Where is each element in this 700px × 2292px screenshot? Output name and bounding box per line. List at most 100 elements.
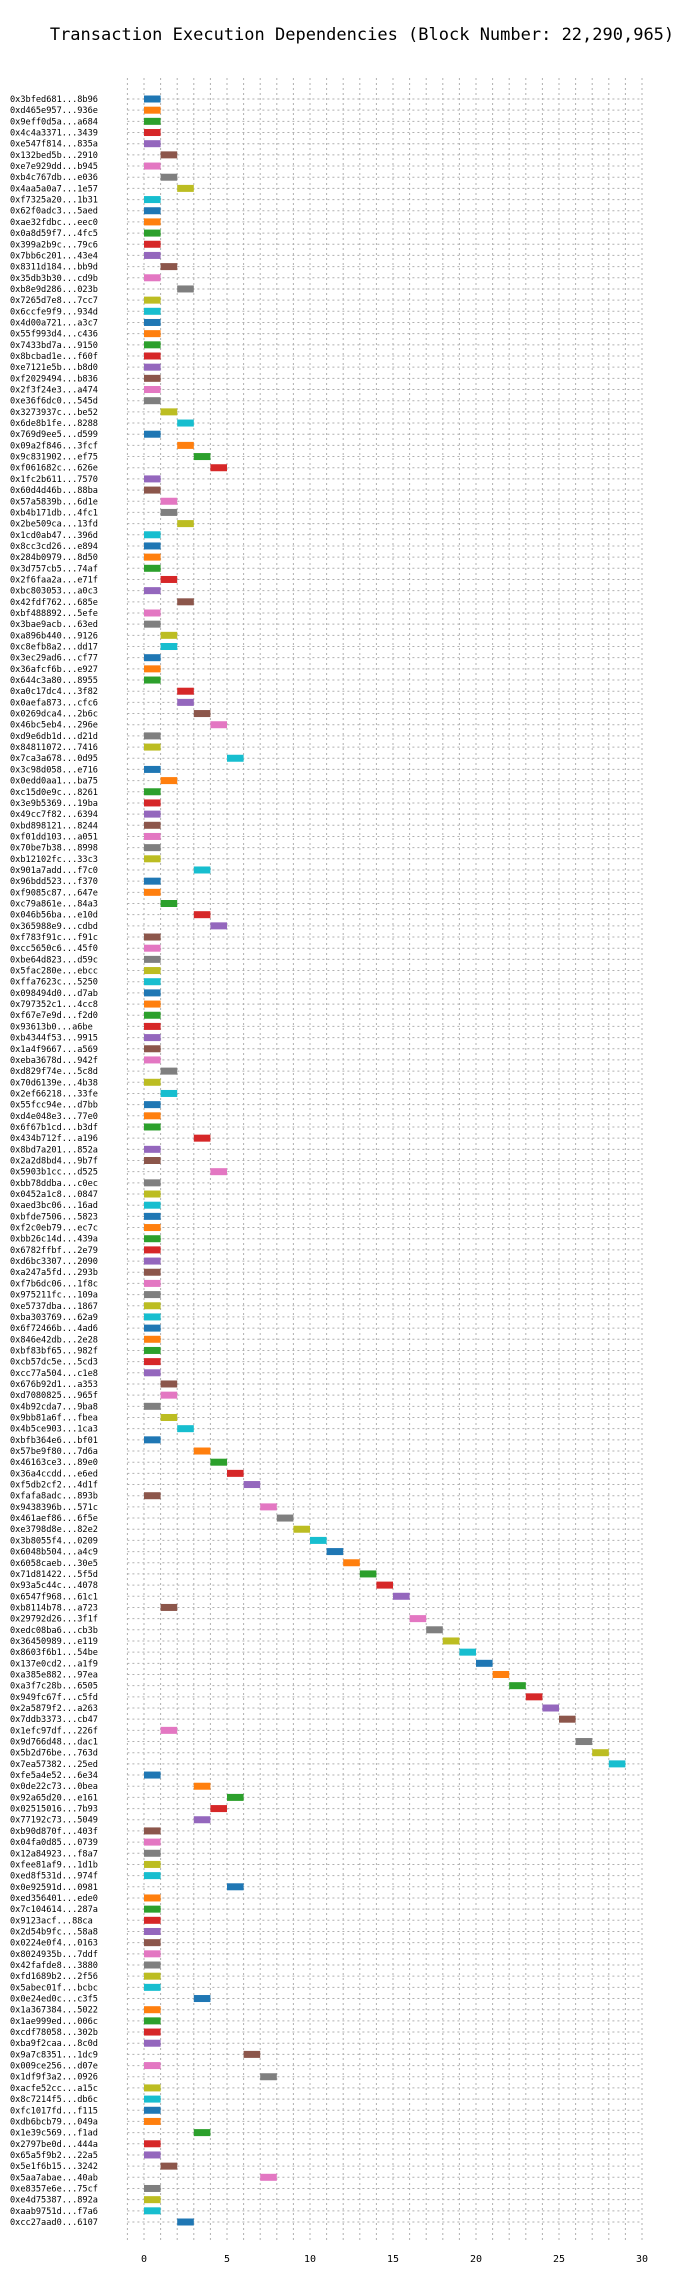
transaction-label: 0x4aa5a0a7...1e57 [10,184,98,194]
transaction-label: 0xe4d75387...892a [10,2196,98,2206]
transaction-bar [177,687,194,695]
transaction-bar [260,2073,277,2081]
transaction-bar [227,754,244,762]
transaction-label: 0x046b56ba...e10d [10,911,98,921]
transaction-label: 0x9d766d48...dac1 [10,1738,98,1748]
transaction-bar [210,721,227,729]
transaction-label: 0xf5db2cf2...4d1f [10,1481,98,1491]
transaction-bar [144,1279,161,1287]
transaction-bar [276,1514,294,1522]
transaction-label: 0x2be509ca...13fd [10,520,98,530]
transaction-label: 0xba9f2caa...8c0d [10,2039,98,2049]
transaction-label: 0x1df9f3a2...0926 [10,2073,98,2083]
transaction-label: 0x57a5839b...6d1e [10,497,98,507]
transaction-bar [144,989,161,997]
transaction-label: 0xffa7623c...5250 [10,978,98,988]
transaction-label: 0x949fc67f...c5fd [10,1693,98,1703]
transaction-label: 0x42fdf762...685e [10,598,98,608]
transaction-label: 0x9eff0d5a...a684 [10,117,98,127]
transaction-label: 0x62f0adc3...5aed [10,207,98,217]
transaction-bar [144,1961,161,1969]
transaction-bar [144,1927,161,1935]
transaction-label: 0x3c98d058...e716 [10,765,98,775]
transaction-bar [193,453,211,461]
transaction-label: 0xbfde7506...5823 [10,1212,98,1222]
transaction-bar [559,1715,576,1723]
transaction-label: 0x57be9f80...7d6a [10,1447,98,1457]
transaction-label: 0x9c831902...ef75 [10,453,98,463]
transaction-bar [144,2006,161,2014]
transaction-bar [426,1626,443,1634]
transaction-label: 0x6782ffbf...2e79 [10,1246,98,1256]
transaction-label: 0x2a2d8bd4...9b7f [10,1157,98,1167]
transaction-bar [160,575,178,583]
transaction-bar [144,2017,161,2025]
transaction-label: 0x2f3f24e3...a474 [10,386,98,396]
transaction-label: 0xe5737dba...1867 [10,1302,98,1312]
transaction-bar [144,855,161,863]
transaction-label: 0xbf83bf65...982f [10,1346,98,1356]
transaction-label: 0x0e92591d...0981 [10,1883,98,1893]
transaction-bar [144,967,161,975]
transaction-bar [144,1849,161,1857]
y-axis-labels: 0x3bfed681...8b960xd465e957...936e0x9eff… [10,95,98,2228]
transaction-bar [409,1615,427,1623]
transaction-label: 0x93613b0...a6be [10,1022,93,1032]
transaction-bar [144,944,161,952]
transaction-label: 0xaed3bc06...16ad [10,1201,98,1211]
transaction-bar [144,95,161,103]
transaction-bar [177,2218,194,2226]
transaction-label: 0x3d757cb5...74af [10,564,98,574]
transaction-label: 0x3b8055f4...0209 [10,1536,98,1546]
transaction-bar [160,1413,178,1421]
transaction-label: 0xa0c17dc4...3f82 [10,687,98,697]
transaction-bar [592,1749,609,1757]
transaction-bar [144,386,161,394]
transaction-bar [608,1760,626,1768]
transaction-label: 0x92a65d20...e161 [10,1793,98,1803]
x-tick-label: 5 [224,2254,230,2265]
transaction-bar [144,1246,161,1254]
transaction-bar [144,1436,161,1444]
transaction-bar [193,1134,211,1142]
transaction-bar [144,341,161,349]
transaction-bar [144,1291,161,1299]
transaction-bar [177,184,194,192]
transaction-label: 0x797352c1...4cc8 [10,1000,98,1010]
transaction-label: 0xbe64d823...d59c [10,955,98,965]
transaction-bar [144,2196,161,2204]
transaction-bar [144,1034,161,1042]
transaction-label: 0x4b5ce903...1ca3 [10,1425,98,1435]
transaction-bar [144,129,161,137]
transaction-label: 0x901a7add...f7c0 [10,866,98,876]
transaction-label: 0x46163ce3...89e0 [10,1458,98,1468]
transaction-bar [144,799,161,807]
transaction-bar [144,1145,161,1153]
transaction-label: 0x0aefa873...cfc6 [10,698,98,708]
transaction-label: 0x84811072...7416 [10,743,98,753]
transaction-label: 0x71d81422...5f5d [10,1570,98,1580]
transaction-bar [144,1492,161,1500]
transaction-bar [144,810,161,818]
transaction-bar [144,363,161,371]
transaction-label: 0xaab9751d...f7a6 [10,2207,98,2217]
transaction-label: 0x7265d7e8...7cc7 [10,296,98,306]
transaction-label: 0xe7121e5b...b8d0 [10,363,98,373]
transaction-label: 0x3bfed681...8b96 [10,95,98,105]
transaction-bar [144,1905,161,1913]
transaction-bar [144,274,161,282]
transaction-label: 0x35db3b30...cd9b [10,274,98,284]
execution-bars [144,95,626,2226]
transaction-bar [177,419,194,427]
transaction-bar [193,710,211,718]
transaction-label: 0x65a5f9b2...22a5 [10,2151,98,2161]
transaction-label: 0xd7080825...965f [10,1391,98,1401]
transaction-bar [144,743,161,751]
transaction-bar [144,1827,161,1835]
transaction-bar [144,2084,161,2092]
transaction-bar [144,229,161,237]
transaction-bar [476,1659,493,1667]
transaction-bar [193,2129,211,2137]
transaction-label: 0x70be7b38...8998 [10,844,98,854]
